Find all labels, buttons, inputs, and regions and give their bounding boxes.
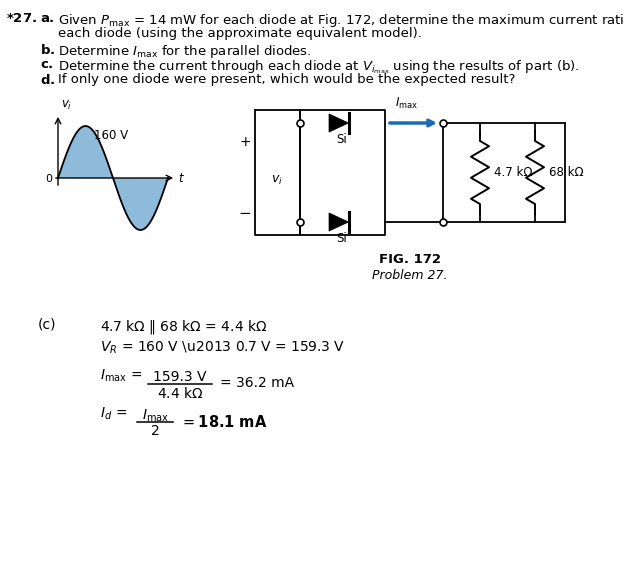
Text: $\mathbf{c.}$: $\mathbf{c.}$ bbox=[40, 58, 54, 71]
Text: +: + bbox=[239, 135, 251, 149]
Text: $V_R$ = 160 V \u2013 0.7 V = 159.3 V: $V_R$ = 160 V \u2013 0.7 V = 159.3 V bbox=[100, 340, 345, 356]
Text: $\mathbf{a.}$: $\mathbf{a.}$ bbox=[40, 12, 55, 25]
Text: $I_d$ =: $I_d$ = bbox=[100, 406, 127, 422]
Text: $I_{\mathrm{max}}$: $I_{\mathrm{max}}$ bbox=[395, 96, 418, 111]
Text: 2: 2 bbox=[150, 424, 159, 438]
Text: each diode (using the approximate equivalent model).: each diode (using the approximate equiva… bbox=[58, 27, 422, 40]
Text: 4.4 k$\Omega$: 4.4 k$\Omega$ bbox=[157, 386, 203, 401]
Text: $I_{\mathrm{max}}$ =: $I_{\mathrm{max}}$ = bbox=[100, 368, 142, 384]
Polygon shape bbox=[113, 178, 168, 230]
Text: $v_i$: $v_i$ bbox=[271, 173, 283, 186]
Text: $\mathbf{d.}$: $\mathbf{d.}$ bbox=[40, 73, 56, 87]
Text: Problem 27.: Problem 27. bbox=[373, 269, 448, 282]
Text: FIG. 172: FIG. 172 bbox=[379, 253, 441, 266]
Text: (c): (c) bbox=[38, 318, 57, 332]
Text: Si: Si bbox=[336, 133, 348, 146]
Text: $\mathbf{*27.}$: $\mathbf{*27.}$ bbox=[6, 12, 37, 25]
Polygon shape bbox=[329, 114, 348, 132]
Text: Determine $I_{\mathrm{max}}$ for the parallel diodes.: Determine $I_{\mathrm{max}}$ for the par… bbox=[58, 43, 311, 60]
Text: Given $P_{\mathrm{max}}$ = 14 mW for each diode at Fig. 172, determine the maxim: Given $P_{\mathrm{max}}$ = 14 mW for eac… bbox=[58, 12, 624, 29]
Text: $\mathbf{b.}$: $\mathbf{b.}$ bbox=[40, 43, 56, 57]
Text: Si: Si bbox=[336, 232, 348, 245]
Text: 68 kΩ: 68 kΩ bbox=[549, 165, 583, 178]
Text: $= \mathbf{18.1\ mA}$: $= \mathbf{18.1\ mA}$ bbox=[180, 414, 267, 430]
Text: 4.7 kΩ: 4.7 kΩ bbox=[494, 165, 532, 178]
Text: 160 V: 160 V bbox=[94, 129, 128, 142]
Text: = 36.2 mA: = 36.2 mA bbox=[220, 376, 294, 390]
Polygon shape bbox=[329, 213, 348, 231]
Text: Determine the current through each diode at $V_{i_{\mathrm{max}}}$ using the res: Determine the current through each diode… bbox=[58, 58, 580, 76]
Text: $0$: $0$ bbox=[45, 172, 53, 184]
Text: 159.3 V: 159.3 V bbox=[154, 370, 207, 384]
Text: $v_i$: $v_i$ bbox=[61, 99, 72, 112]
Text: −: − bbox=[238, 205, 251, 220]
Text: $t$: $t$ bbox=[178, 172, 185, 185]
Polygon shape bbox=[58, 126, 113, 178]
Text: $I_{\mathrm{max}}$: $I_{\mathrm{max}}$ bbox=[142, 408, 168, 424]
Text: 4.7 k$\Omega$ $\|$ 68 k$\Omega$ = 4.4 k$\Omega$: 4.7 k$\Omega$ $\|$ 68 k$\Omega$ = 4.4 k$… bbox=[100, 318, 268, 336]
Text: If only one diode were present, which would be the expected result?: If only one diode were present, which wo… bbox=[58, 73, 515, 86]
